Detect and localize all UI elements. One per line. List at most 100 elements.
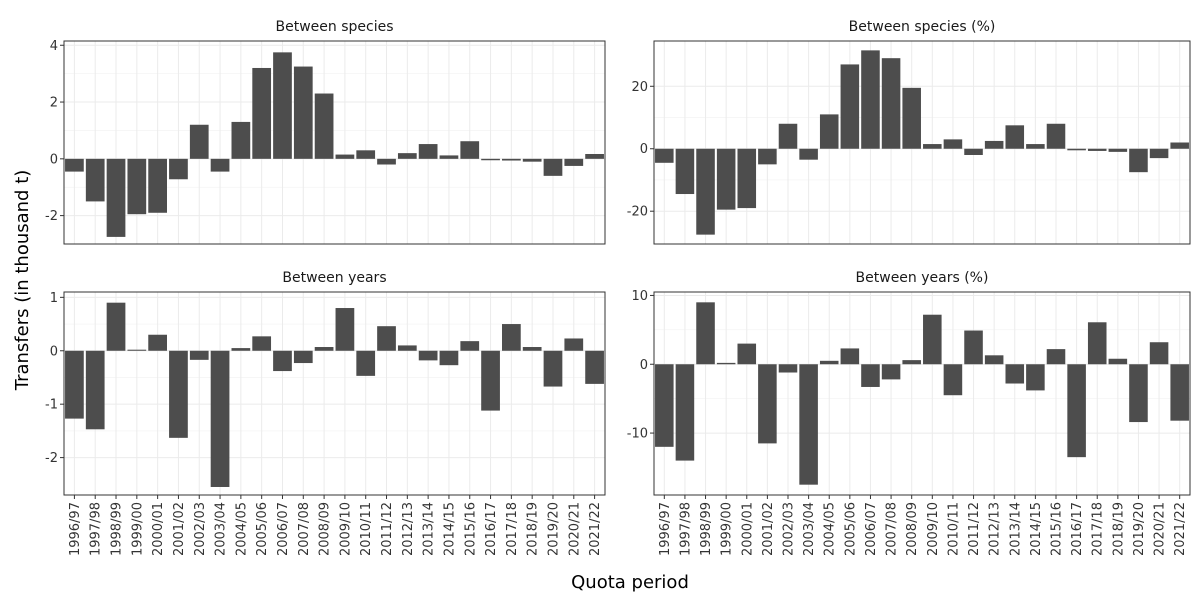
bar-1996-97 bbox=[655, 364, 674, 447]
x-tick-label: 2010/11 bbox=[359, 502, 374, 556]
bar-2017-18 bbox=[1087, 148, 1107, 151]
x-tick-label: 1999/00 bbox=[720, 502, 735, 556]
bar-2016-17 bbox=[481, 350, 500, 411]
bar-2006-07 bbox=[273, 52, 292, 159]
bar-2021-22 bbox=[1170, 142, 1189, 149]
bar-2001-02 bbox=[169, 158, 188, 180]
bar-2002-03 bbox=[189, 350, 209, 360]
bar-2004-05 bbox=[231, 121, 251, 159]
bar-1999-00 bbox=[716, 148, 736, 210]
bar-1998-99 bbox=[106, 302, 126, 351]
x-axis-title: Quota period bbox=[571, 572, 689, 593]
x-tick-label: 2000/01 bbox=[151, 502, 166, 556]
bar-2006-07 bbox=[273, 350, 292, 372]
y-tick-label: 10 bbox=[631, 289, 648, 304]
bar-2002-03 bbox=[189, 124, 209, 159]
bar-2005-06 bbox=[840, 64, 860, 149]
bar-2012-13 bbox=[984, 355, 1004, 365]
x-tick-label: 2021/22 bbox=[588, 502, 603, 556]
x-tick-label: 1997/98 bbox=[89, 502, 104, 556]
x-tick-label: 2001/02 bbox=[761, 502, 776, 556]
x-tick-label: 2021/22 bbox=[1173, 502, 1188, 556]
x-tick-label: 2002/03 bbox=[782, 502, 797, 556]
bar-2000-01 bbox=[148, 334, 167, 351]
bar-2014-15 bbox=[1026, 364, 1045, 391]
y-tick-label: 1 bbox=[50, 291, 58, 306]
bar-2015-16 bbox=[1046, 123, 1066, 149]
bar-1999-00 bbox=[127, 158, 147, 215]
panel-between-years: Between years -2 -1 0 1 1996/97 1997/98 1998/99… bbox=[45, 265, 606, 556]
x-tick-label: 2004/05 bbox=[823, 502, 838, 556]
x-tick-label: 2005/06 bbox=[843, 502, 858, 556]
bar-2003-04 bbox=[210, 350, 230, 487]
x-tick-label: 2016/17 bbox=[484, 502, 499, 556]
bar-1999-00 bbox=[716, 362, 736, 365]
bar-2000-01 bbox=[148, 158, 167, 213]
strip-background bbox=[654, 14, 1190, 39]
panel-background bbox=[64, 292, 605, 495]
x-tick-label: 1997/98 bbox=[678, 502, 693, 556]
bar-1996-97 bbox=[655, 148, 674, 163]
bar-2008-09 bbox=[314, 93, 334, 159]
panel-border bbox=[653, 291, 1191, 496]
bar-2017-18 bbox=[1087, 322, 1107, 365]
bar-2021-22 bbox=[585, 153, 604, 159]
panel-title: Between years (%) bbox=[856, 270, 989, 286]
bar-2006-07 bbox=[861, 50, 880, 149]
bar-2005-06 bbox=[252, 336, 272, 351]
x-tick-label: 2011/12 bbox=[380, 502, 395, 556]
panel-between-species: Between species -2 0 2 4 bbox=[45, 14, 606, 245]
bar-2020-21 bbox=[564, 158, 584, 166]
bar-1999-00 bbox=[127, 349, 147, 351]
panel-title: Between years bbox=[282, 270, 386, 286]
panel-background bbox=[654, 292, 1190, 495]
bar-2007-08 bbox=[293, 350, 313, 364]
bar-2000-01 bbox=[737, 343, 757, 365]
x-tick-label: 2010/11 bbox=[946, 502, 961, 556]
x-tick-label: 2014/15 bbox=[1029, 502, 1044, 556]
x-tick-label: 2009/10 bbox=[926, 502, 941, 556]
strip-background bbox=[654, 265, 1190, 290]
bar-2012-13 bbox=[397, 345, 417, 351]
bar-2008-09 bbox=[314, 347, 334, 351]
bar-2010-11 bbox=[356, 350, 376, 376]
x-tick-label: 1998/99 bbox=[699, 502, 714, 556]
x-tick-label: 2007/08 bbox=[297, 502, 312, 556]
y-tick-label: 0 bbox=[640, 358, 648, 373]
bar-2001-02 bbox=[169, 350, 188, 438]
x-tick-label: 2015/16 bbox=[1050, 502, 1065, 556]
bar-2019-20 bbox=[543, 350, 563, 387]
x-tick-label: 2001/02 bbox=[172, 502, 187, 556]
x-tick-label: 2015/16 bbox=[463, 502, 478, 556]
bar-2011-12 bbox=[377, 158, 396, 165]
bar-1998-99 bbox=[696, 302, 715, 365]
bar-2016-17 bbox=[1067, 364, 1086, 458]
x-tick-label: 2017/18 bbox=[1091, 502, 1106, 556]
bar-2004-05 bbox=[819, 114, 839, 149]
strip-background bbox=[64, 265, 605, 290]
bar-2004-05 bbox=[819, 360, 839, 365]
bar-2014-15 bbox=[1026, 144, 1045, 149]
bar-2009-10 bbox=[923, 314, 942, 365]
bar-1996-97 bbox=[65, 158, 84, 172]
bar-2014-15 bbox=[439, 155, 459, 159]
panel-between-years-percent: Between years (%) -10 0 10 1996/97 1997/98 199… bbox=[627, 265, 1191, 556]
panel-between-species-percent: Between species (%) -20 0 20 bbox=[627, 14, 1191, 245]
bar-1997-98 bbox=[85, 350, 105, 430]
x-tick-label: 1998/99 bbox=[110, 502, 125, 556]
panel-title: Between species (%) bbox=[849, 19, 996, 35]
bar-2003-04 bbox=[799, 364, 818, 485]
x-tick-label: 2020/21 bbox=[1153, 502, 1168, 556]
y-tick-label: 0 bbox=[50, 152, 58, 167]
bar-2003-04 bbox=[799, 148, 818, 160]
bar-2013-14 bbox=[418, 144, 438, 159]
bar-2009-10 bbox=[335, 308, 355, 351]
bar-2011-12 bbox=[964, 148, 983, 155]
bar-2010-11 bbox=[356, 150, 376, 159]
bar-2005-06 bbox=[840, 348, 860, 365]
x-tick-label: 2006/07 bbox=[276, 502, 291, 556]
x-tick-label: 2012/13 bbox=[401, 502, 416, 556]
x-tick-label: 2020/21 bbox=[567, 502, 582, 556]
x-tick-label: 2016/17 bbox=[1070, 502, 1085, 556]
